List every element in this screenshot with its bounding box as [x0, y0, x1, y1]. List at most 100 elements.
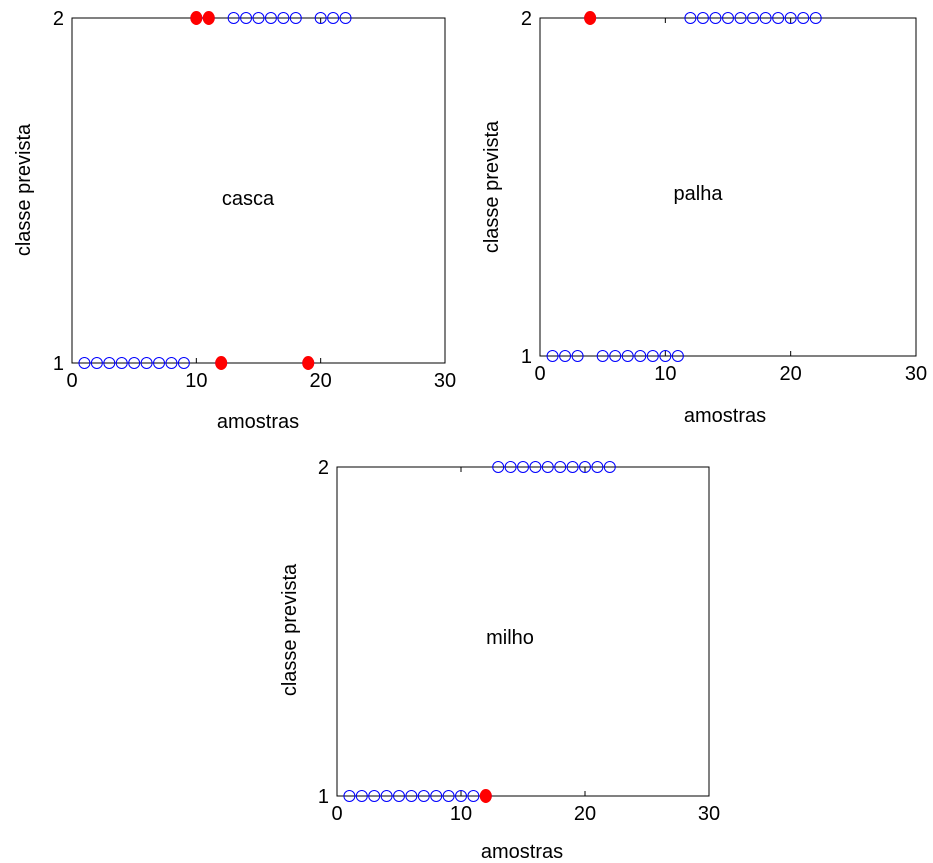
data-point [177, 357, 190, 369]
data-point [734, 12, 747, 24]
x-tick-label: 20 [574, 803, 596, 825]
x-tick-label: 20 [310, 370, 332, 392]
data-point [759, 12, 772, 24]
data-point [339, 12, 352, 24]
data-point [264, 12, 277, 24]
data-point [227, 12, 240, 24]
data-point [467, 790, 480, 802]
x-tick-label: 0 [331, 803, 342, 825]
data-point [442, 790, 455, 802]
data-point-error [302, 356, 315, 370]
axis-ticks: 0 10 20 30 1 2 [318, 457, 720, 825]
data-point [90, 357, 103, 369]
data-point [566, 461, 579, 473]
data-point [722, 12, 734, 24]
data-point [504, 461, 517, 473]
data-point [252, 12, 265, 24]
data-point [517, 461, 529, 473]
data-point [671, 350, 684, 362]
data-point [541, 461, 554, 473]
data-point [393, 790, 405, 802]
data-point [747, 12, 760, 24]
data-point [430, 790, 443, 802]
x-axis-label: amostras [481, 841, 563, 863]
x-axis-label: amostras [217, 411, 299, 433]
x-tick-label: 30 [905, 363, 927, 385]
data-point-error [479, 789, 492, 803]
x-tick-label: 30 [698, 803, 720, 825]
y-axis-label: classe prevista [279, 563, 301, 696]
data-point [103, 357, 116, 369]
data-point [554, 461, 567, 473]
y-tick-label: 2 [318, 457, 329, 479]
data-point [784, 12, 797, 24]
data-point [78, 357, 91, 369]
chart-panel-milho: milho amostras classe prevista 0 10 20 30 1 2 [279, 457, 720, 863]
data-point [289, 12, 302, 24]
data-point [417, 790, 430, 802]
data-point-error [190, 11, 203, 25]
y-axis-label: classe prevista [481, 120, 503, 253]
data-point [579, 461, 591, 473]
x-tick-label: 30 [434, 370, 456, 392]
data-point [380, 790, 393, 802]
data-marks [343, 461, 616, 803]
data-point [591, 461, 604, 473]
data-point [355, 790, 368, 802]
data-point [314, 12, 327, 24]
data-point [709, 12, 722, 24]
data-point [492, 461, 505, 473]
plot-frame [71, 17, 446, 364]
data-point [140, 357, 153, 369]
data-point [559, 350, 572, 362]
data-point [529, 461, 542, 473]
data-point [809, 12, 822, 24]
y-axis-label: classe prevista [13, 123, 35, 256]
y-tick-label: 2 [521, 8, 532, 30]
data-point [240, 12, 253, 24]
y-tick-label: 1 [53, 353, 64, 375]
data-point [571, 350, 584, 362]
data-point-error [584, 11, 597, 25]
chart-panel-palha: palha amostras classe prevista 0 10 20 30 1 2 [481, 8, 927, 427]
data-point-error [202, 11, 215, 25]
data-marks [78, 11, 352, 370]
plot-frame [336, 466, 710, 797]
data-point [609, 350, 622, 362]
y-tick-label: 2 [53, 8, 64, 30]
data-point [772, 12, 785, 24]
data-point [277, 12, 290, 24]
data-point [596, 350, 609, 362]
data-point [684, 12, 697, 24]
data-point [797, 12, 810, 24]
data-point [455, 790, 467, 802]
y-tick-label: 1 [521, 346, 532, 368]
data-point [696, 12, 709, 24]
axis-ticks: 0 10 20 30 1 2 [53, 8, 456, 392]
axis-ticks: 0 10 20 30 1 2 [521, 8, 927, 385]
data-point [368, 790, 381, 802]
data-point [603, 461, 616, 473]
data-point [405, 790, 418, 802]
y-tick-label: 1 [318, 786, 329, 808]
plot-frame [539, 17, 917, 357]
x-axis-label: amostras [684, 405, 766, 427]
x-tick-label: 0 [534, 363, 545, 385]
data-point [165, 357, 178, 369]
panel-title: palha [674, 183, 724, 205]
x-tick-label: 10 [654, 363, 676, 385]
data-point-error [215, 356, 228, 370]
x-tick-label: 20 [780, 363, 802, 385]
chart-panel-casca: casca amostras classe prevista 0 10 20 30 1 2 [13, 8, 456, 433]
data-point [659, 350, 672, 362]
data-point [153, 357, 166, 369]
x-tick-label: 10 [450, 803, 472, 825]
panel-title: casca [222, 188, 275, 210]
data-point [634, 350, 647, 362]
data-point [115, 357, 128, 369]
data-point [646, 350, 659, 362]
data-marks [546, 11, 822, 362]
panel-title: milho [486, 627, 534, 649]
x-tick-label: 0 [66, 370, 77, 392]
